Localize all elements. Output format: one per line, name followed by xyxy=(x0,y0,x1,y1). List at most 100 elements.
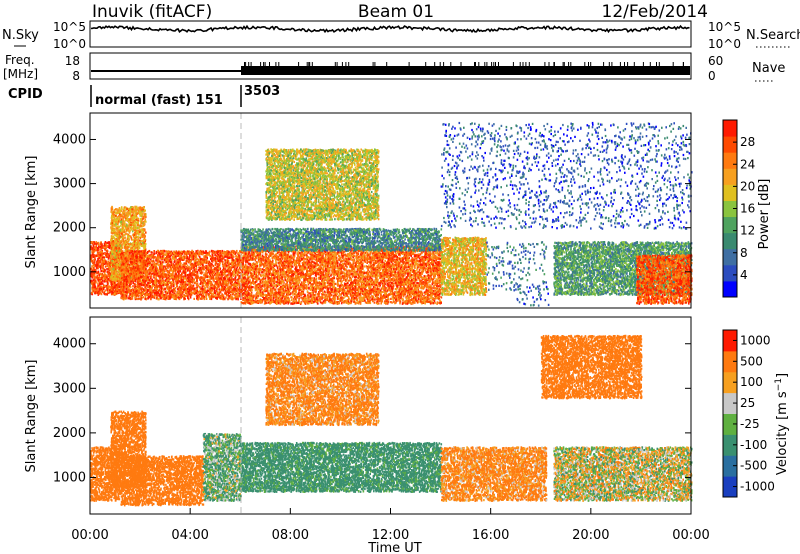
range-time-cell xyxy=(117,243,119,245)
range-time-cell xyxy=(100,283,102,285)
range-time-cell xyxy=(117,270,119,272)
range-time-cell xyxy=(145,216,147,218)
range-time-cell xyxy=(92,241,94,243)
range-time-cell xyxy=(93,279,95,281)
range-time-cell xyxy=(91,292,93,294)
cpid-segment-1: normal (fast) 151 xyxy=(95,93,223,108)
range-time-cell xyxy=(100,243,102,245)
range-time-cell xyxy=(136,239,138,241)
range-time-cell xyxy=(129,243,131,245)
range-time-cell xyxy=(128,225,130,227)
range-time-cell xyxy=(136,213,138,215)
range-time-cell xyxy=(111,229,113,231)
range-time-cell xyxy=(105,261,107,263)
range-time-cell xyxy=(143,225,145,227)
range-time-cell xyxy=(144,219,146,221)
range-time-cell xyxy=(129,208,131,210)
range-time-cell xyxy=(115,256,117,258)
range-time-cell xyxy=(133,239,135,241)
range-time-cell xyxy=(119,211,121,213)
range-time-cell xyxy=(116,208,118,210)
range-time-cell xyxy=(97,275,99,277)
range-time-cell xyxy=(140,211,142,213)
range-time-cell xyxy=(108,278,110,280)
range-time-cell xyxy=(100,268,102,270)
range-time-cell xyxy=(100,288,102,290)
nsky-trace xyxy=(91,26,690,32)
range-time-cell xyxy=(129,211,131,213)
range-time-cell xyxy=(98,246,100,248)
range-time-cell xyxy=(132,244,134,246)
range-time-cell xyxy=(117,218,119,220)
range-time-cell xyxy=(113,216,115,218)
power-scatter-cells xyxy=(90,122,693,307)
nsearch-tick-bottom: 10^0 xyxy=(708,37,741,51)
range-time-cell xyxy=(105,289,107,291)
beam-title: Beam 01 xyxy=(358,2,434,22)
range-time-cell xyxy=(98,271,100,273)
range-time-cell xyxy=(137,238,139,240)
range-time-cell xyxy=(118,237,120,239)
range-time-cell xyxy=(121,233,123,235)
range-time-cell xyxy=(95,265,97,267)
range-time-cell xyxy=(119,277,121,279)
range-time-cell xyxy=(116,260,118,262)
range-time-cell xyxy=(123,226,125,228)
range-time-cell xyxy=(136,219,138,221)
range-time-cell xyxy=(126,224,128,226)
range-time-cell xyxy=(94,276,96,278)
range-time-cell xyxy=(137,224,139,226)
range-time-cell xyxy=(122,242,124,244)
range-time-cell xyxy=(115,280,117,282)
cpid-label: CPID xyxy=(8,87,43,102)
range-time-cell xyxy=(118,260,120,262)
range-time-cell xyxy=(137,231,139,233)
range-time-cell xyxy=(117,289,119,291)
range-time-cell xyxy=(101,253,103,255)
range-time-cell xyxy=(98,242,100,244)
range-time-cell xyxy=(117,250,119,252)
range-time-cell xyxy=(138,244,140,246)
range-time-cell xyxy=(125,219,127,221)
range-time-cell xyxy=(104,276,106,278)
range-time-cell xyxy=(142,242,144,244)
range-time-cell xyxy=(102,280,104,282)
range-time-cell xyxy=(111,220,113,222)
range-time-cell xyxy=(134,206,136,208)
range-time-cell xyxy=(121,210,123,212)
nsky-tick-bottom: 10^0 xyxy=(53,37,86,51)
range-time-cell xyxy=(133,247,135,249)
range-time-cell xyxy=(115,272,117,274)
range-time-cell xyxy=(120,221,122,223)
range-time-cell xyxy=(112,240,114,242)
cpid-segment-2: 3503 xyxy=(244,84,280,99)
range-time-cell xyxy=(122,247,124,249)
range-time-cell xyxy=(111,208,113,210)
range-time-cell xyxy=(109,247,111,249)
nave-tick-bottom: 0 xyxy=(708,69,716,83)
range-time-cell xyxy=(125,248,127,250)
range-time-cell xyxy=(139,239,141,241)
range-time-cell xyxy=(103,287,105,289)
range-time-cell xyxy=(93,284,95,286)
range-time-cell xyxy=(91,288,93,290)
range-time-cell xyxy=(113,210,115,212)
nave-tick-top: 60 xyxy=(708,54,723,68)
range-time-cell xyxy=(117,235,119,237)
range-time-cell xyxy=(101,259,103,261)
range-time-cell xyxy=(130,224,132,226)
range-time-cell xyxy=(97,252,99,254)
range-time-cell xyxy=(110,280,112,282)
freq-tick-top: 18 xyxy=(65,54,80,68)
range-time-cell xyxy=(105,241,107,243)
range-time-cell xyxy=(111,262,113,264)
range-time-cell xyxy=(132,220,134,222)
range-time-cell xyxy=(140,225,142,227)
range-time-cell xyxy=(139,247,141,249)
range-time-cell xyxy=(110,211,112,213)
nsky-panel-frame xyxy=(90,21,691,47)
range-time-cell xyxy=(116,284,118,286)
range-time-cell xyxy=(114,275,116,277)
range-time-cell xyxy=(109,262,111,264)
